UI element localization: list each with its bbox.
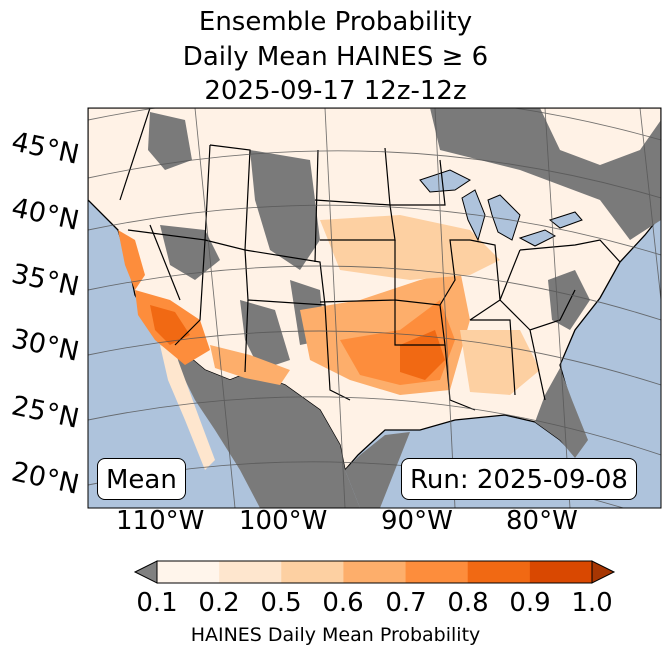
colorbar-tick-2: 0.5 xyxy=(260,588,302,618)
gray-patch-east xyxy=(548,270,590,330)
mexico-land xyxy=(175,345,360,508)
prob-zone-midwest xyxy=(320,215,500,280)
canada-gray xyxy=(430,108,661,240)
run-label-box: Run: 2025-09-08 xyxy=(401,458,637,500)
gulf-coast-gray xyxy=(345,432,410,508)
florida-gray xyxy=(535,368,588,458)
state-borders xyxy=(119,108,621,411)
great-lakes xyxy=(419,169,583,247)
map-frame xyxy=(87,107,662,509)
title-line-1: Ensemble Probability xyxy=(198,7,473,37)
colorbar-frame xyxy=(156,560,593,584)
prob-zone-border xyxy=(210,345,290,385)
colorbar-cell-0 xyxy=(157,561,220,583)
colorbar-cell-6 xyxy=(529,561,593,583)
prob-zone-california xyxy=(118,230,145,290)
stat-label-box: Mean xyxy=(97,458,186,500)
colorbar-tick-0: 0.1 xyxy=(136,588,178,618)
lon-label-90: 90°W xyxy=(381,506,453,536)
gray-patch-rockies xyxy=(250,150,320,270)
colorbar-cell-1 xyxy=(219,561,282,583)
gray-patch-nw xyxy=(148,112,192,170)
colorbar-cell-4 xyxy=(405,561,469,583)
colorbar-cell-5 xyxy=(467,561,531,583)
colorbar xyxy=(133,560,616,584)
title-line-3: 2025-09-17 12z-12z xyxy=(204,76,467,106)
colorbar-over-arrow xyxy=(591,560,616,584)
prob-zone-ozarks xyxy=(400,330,445,380)
colorbar-label: HAINES Daily Mean Probability xyxy=(190,624,481,646)
title-line-2: Daily Mean HAINES ≥ 6 xyxy=(182,42,489,72)
colorbar-tick-4: 0.7 xyxy=(385,588,427,618)
prob-zone-southeast xyxy=(460,330,540,395)
colorbar-under-arrow xyxy=(133,560,158,584)
colorbar-tick-6: 0.9 xyxy=(509,588,551,618)
colorbar-cell-2 xyxy=(281,561,344,583)
baja xyxy=(160,345,215,470)
colorbar-tick-1: 0.2 xyxy=(198,588,240,618)
colorbar-cell-3 xyxy=(343,561,407,583)
colorbar-tick-3: 0.6 xyxy=(322,588,364,618)
colorbar-tick-5: 0.8 xyxy=(447,588,489,618)
lon-label-110: 110°W xyxy=(116,506,205,536)
lon-label-100: 100°W xyxy=(239,506,328,536)
gray-patch-sw xyxy=(240,300,290,370)
map-area xyxy=(88,108,661,508)
lon-label-80: 80°W xyxy=(506,506,578,536)
colorbar-cells xyxy=(157,561,593,583)
prob-zone-southwest-core xyxy=(150,305,190,345)
colorbar-tick-7: 1.0 xyxy=(571,588,613,618)
